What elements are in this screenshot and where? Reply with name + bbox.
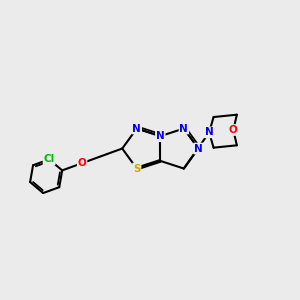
Text: N: N [194,143,203,154]
Text: O: O [78,158,86,168]
Text: Cl: Cl [44,154,55,164]
Text: O: O [229,125,238,135]
Text: N: N [132,124,141,134]
Text: N: N [156,131,165,141]
Text: S: S [133,164,140,173]
Text: N: N [179,124,188,134]
Text: N: N [205,128,214,137]
